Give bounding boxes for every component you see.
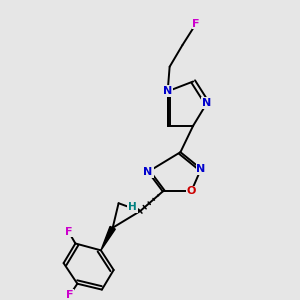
Text: N: N xyxy=(143,167,153,177)
Text: H: H xyxy=(128,202,137,212)
Text: N: N xyxy=(202,98,212,108)
Text: F: F xyxy=(192,19,200,28)
Text: O: O xyxy=(187,186,196,197)
Text: N: N xyxy=(163,86,172,96)
Text: F: F xyxy=(65,226,72,237)
Text: N: N xyxy=(196,164,206,174)
Text: F: F xyxy=(66,290,74,300)
Polygon shape xyxy=(101,226,115,250)
